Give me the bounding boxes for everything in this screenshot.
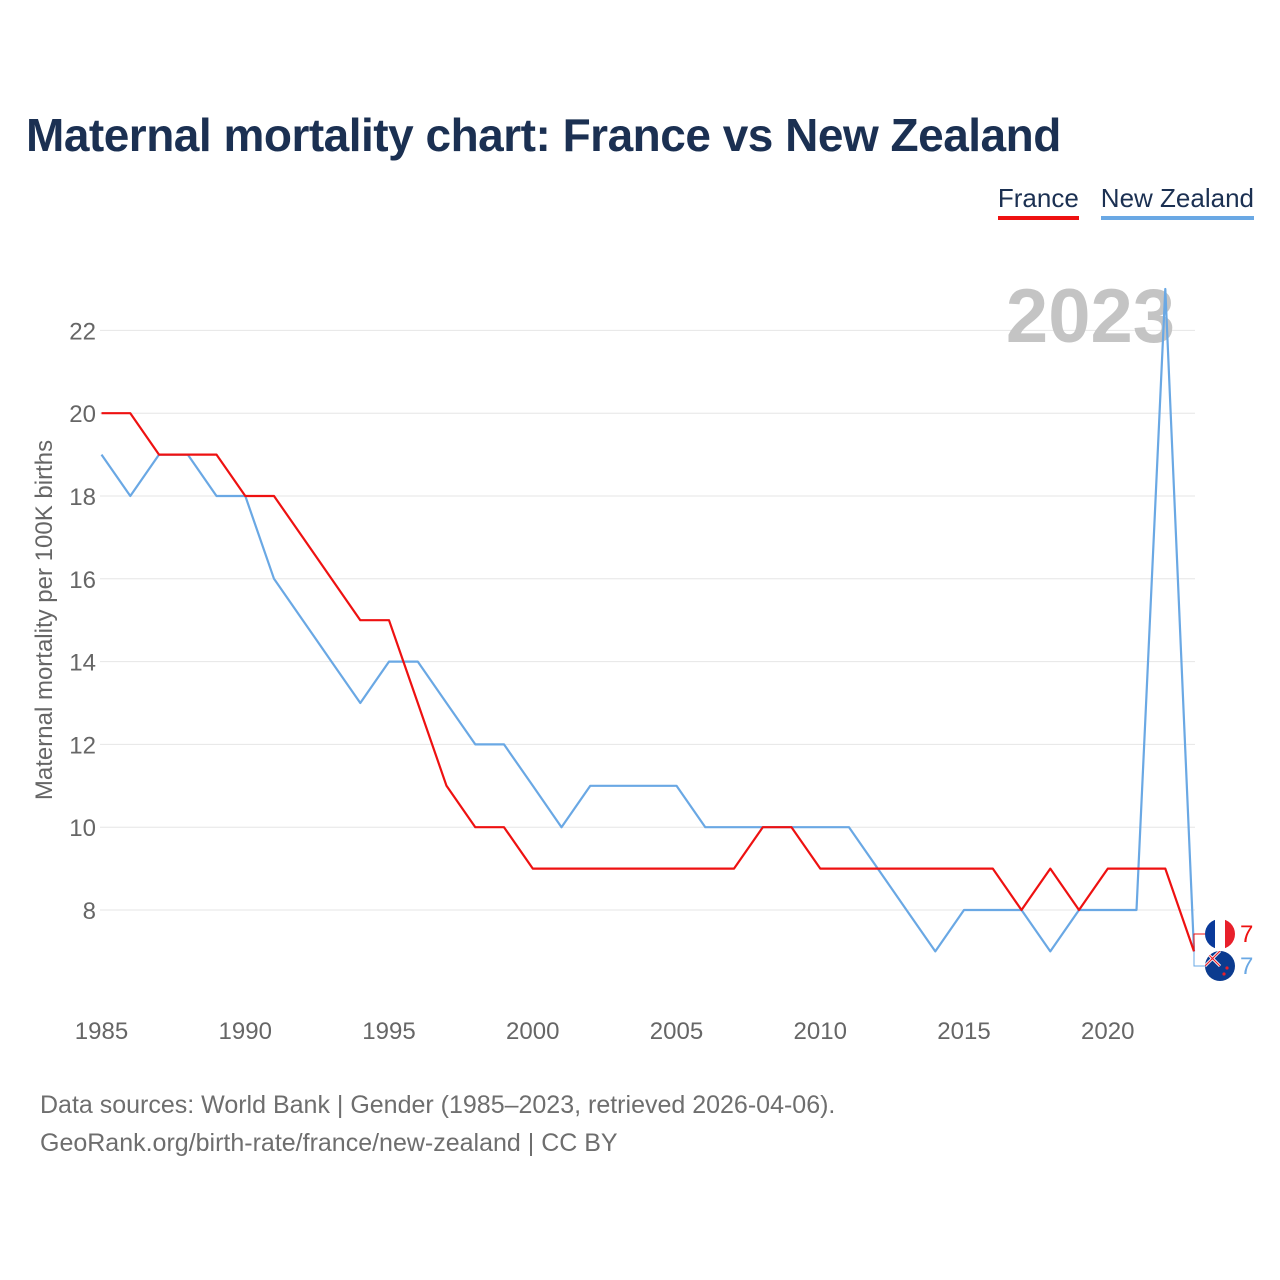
y-tick-labels: 8 10 12 14 16 18 20 22 (69, 318, 96, 925)
y-tick-label: 16 (69, 567, 96, 594)
y-tick-label: 12 (69, 732, 96, 759)
page-title: Maternal mortality chart: France vs New … (26, 109, 1061, 161)
x-tick-label: 2005 (650, 1018, 703, 1045)
legend-item-new-zealand[interactable]: New Zealand (1100, 183, 1254, 220)
france-flag-icon (1205, 919, 1235, 949)
series-line-france[interactable] (101, 412, 1196, 952)
grid-lines (100, 329, 1195, 911)
x-tick-label: 2020 (1081, 1018, 1134, 1045)
year-watermark: 2023 (1006, 274, 1175, 359)
end-value-france: 7 (1240, 921, 1253, 948)
x-tick-label: 2000 (506, 1018, 559, 1045)
y-tick-label: 18 (69, 484, 96, 511)
legend: France New Zealand (997, 183, 1254, 220)
x-tick-labels: 1985 1990 1995 2000 2005 2010 2015 2020 (75, 1018, 1135, 1045)
y-tick-label: 20 (69, 401, 96, 428)
y-axis-label: Maternal mortality per 100K births (31, 440, 58, 800)
y-tick-label: 14 (69, 650, 96, 677)
footer: Data sources: World Bank | Gender (1985–… (40, 1086, 835, 1162)
y-tick-label: 22 (69, 318, 96, 345)
x-tick-label: 1990 (219, 1018, 272, 1045)
x-tick-label: 2010 (794, 1018, 847, 1045)
new-zealand-flag-icon (1205, 951, 1235, 981)
connector-france (1193, 933, 1205, 952)
x-tick-label: 1995 (362, 1018, 415, 1045)
y-tick-label: 8 (83, 898, 96, 925)
legend-item-france[interactable]: France (997, 183, 1079, 220)
y-tick-label: 10 (69, 815, 96, 842)
end-value-new-zealand: 7 (1240, 953, 1253, 980)
x-tick-label: 1985 (75, 1018, 128, 1045)
series-line-new-zealand[interactable] (100, 287, 1196, 953)
footer-link[interactable]: GeoRank.org/birth-rate/france/new-zealan… (40, 1129, 618, 1157)
x-tick-label: 2015 (937, 1018, 990, 1045)
connector-new-zealand (1193, 951, 1205, 967)
footer-sources: Data sources: World Bank | Gender (1985–… (40, 1091, 836, 1119)
